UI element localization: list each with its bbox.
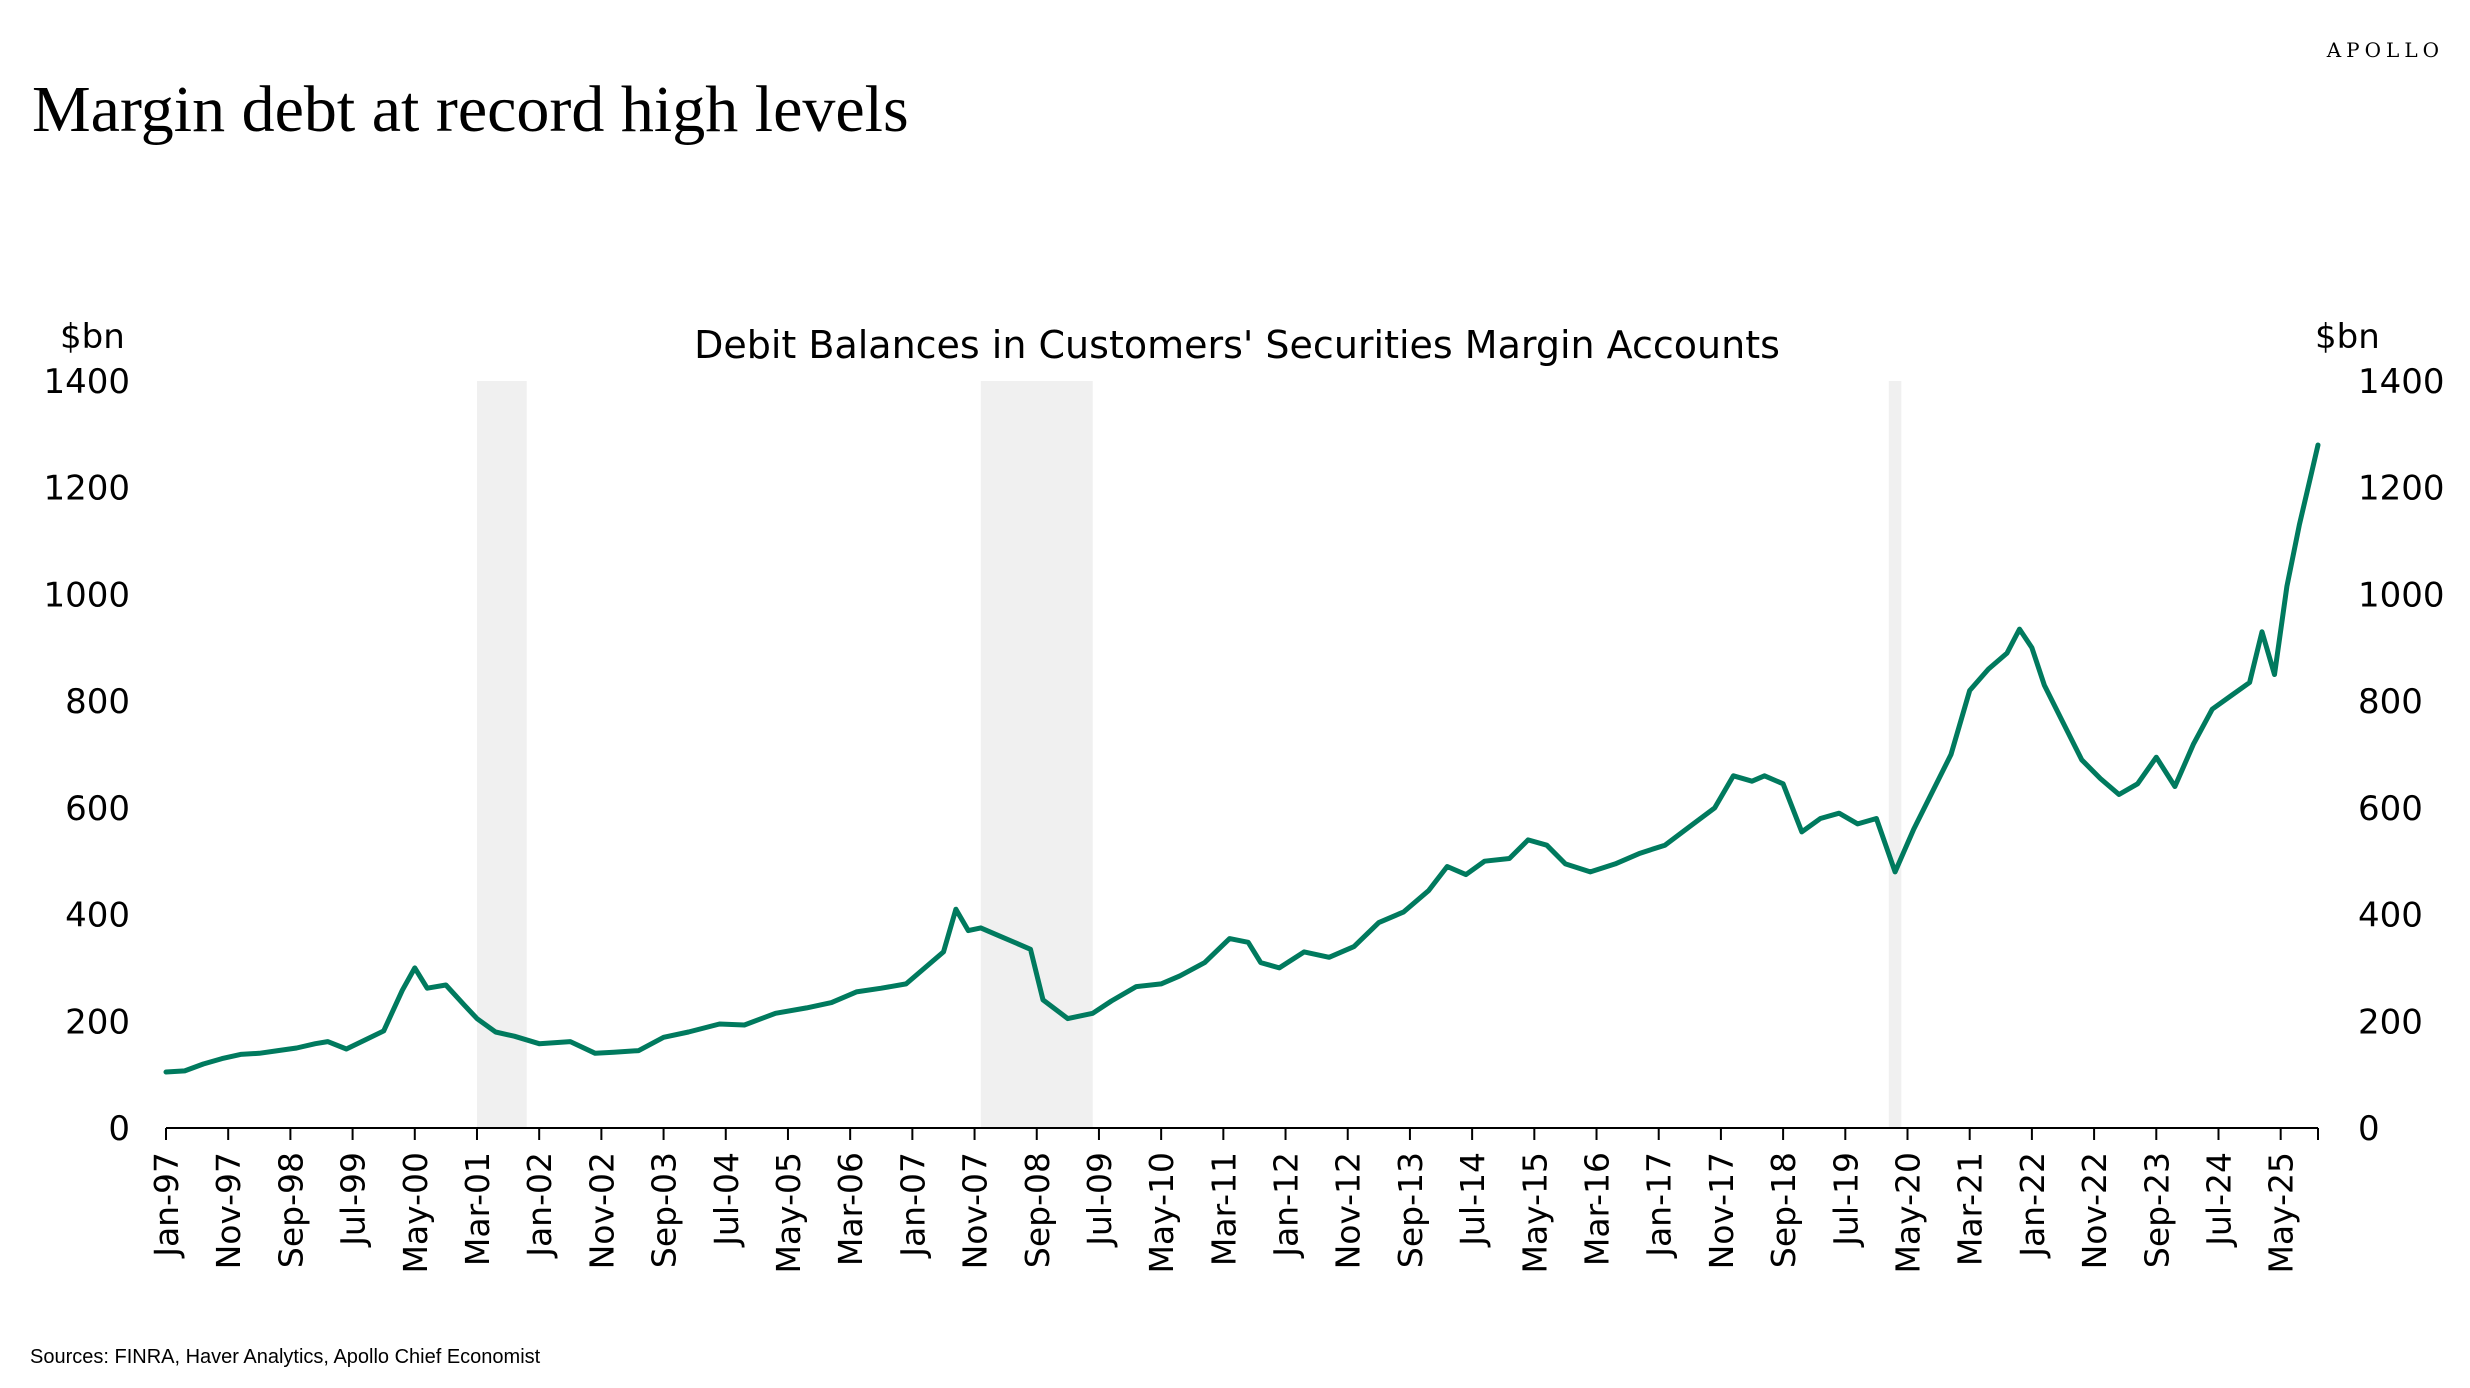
y-tick-label-left: 400 xyxy=(65,896,130,936)
y-tick-label-right: 600 xyxy=(2358,789,2423,829)
x-tick-label: Jul-14 xyxy=(1453,1152,1492,1248)
x-tick-label: Mar-21 xyxy=(1951,1152,1990,1266)
x-tick-label: May-10 xyxy=(1142,1152,1181,1274)
y-tick-label-right: 400 xyxy=(2358,896,2423,936)
x-tick-label: May-05 xyxy=(769,1152,808,1274)
x-tick-label: Jan-07 xyxy=(893,1152,932,1259)
y-tick-label-right: 800 xyxy=(2358,682,2423,722)
y-tick-label-right: 0 xyxy=(2358,1109,2380,1149)
y-tick-label-left: 600 xyxy=(65,789,130,829)
x-tick-label: May-00 xyxy=(396,1152,435,1274)
x-tick-label: Nov-17 xyxy=(1702,1152,1741,1269)
x-tick-label: Sep-23 xyxy=(2137,1152,2176,1268)
x-tick-label: Nov-12 xyxy=(1329,1152,1368,1269)
x-tick-label: May-20 xyxy=(1889,1152,1928,1274)
y-axis-label-left: $bn xyxy=(60,317,125,357)
x-tick-label: Mar-16 xyxy=(1578,1152,1617,1266)
x-tick-label: Nov-02 xyxy=(582,1152,621,1269)
brand-logo: APOLLO xyxy=(2326,38,2444,62)
y-tick-label-right: 1400 xyxy=(2358,362,2445,402)
y-tick-label-right: 200 xyxy=(2358,1002,2423,1042)
x-tick-label: May-15 xyxy=(1515,1152,1554,1274)
x-tick-label: Mar-01 xyxy=(458,1152,497,1266)
x-tick-label: Jan-02 xyxy=(520,1152,559,1259)
x-tick-label: Jan-12 xyxy=(1267,1152,1306,1259)
y-tick-label-left: 0 xyxy=(108,1109,130,1149)
x-tick-label: Jul-09 xyxy=(1080,1152,1119,1248)
y-tick-label-left: 200 xyxy=(65,1002,130,1042)
y-axis-label-right: $bn xyxy=(2315,317,2380,357)
series-line-1 xyxy=(163,442,2321,1075)
page-title: Margin debt at record high levels xyxy=(32,73,909,146)
x-tick-label: Mar-06 xyxy=(831,1152,870,1266)
source-note: Sources: FINRA, Haver Analytics, Apollo … xyxy=(30,1346,541,1368)
y-tick-label-left: 1400 xyxy=(43,362,130,402)
x-tick-label: Nov-97 xyxy=(209,1152,248,1269)
x-tick-label: Sep-03 xyxy=(645,1152,684,1268)
x-tick-label: Sep-18 xyxy=(1764,1152,1803,1268)
recession-shade-2 xyxy=(980,381,1093,1128)
x-tick-label: Nov-07 xyxy=(956,1152,995,1269)
recession-shade-3 xyxy=(1888,381,1902,1128)
x-tick-label: Jan-17 xyxy=(1640,1152,1679,1259)
y-tick-label-right: 1200 xyxy=(2358,469,2445,509)
y-tick-label-left: 800 xyxy=(65,682,130,722)
chart-title: Debit Balances in Customers' Securities … xyxy=(694,323,1780,367)
x-tick-label: Sep-98 xyxy=(271,1152,310,1268)
x-tick-label: Nov-22 xyxy=(2075,1152,2114,1269)
x-tick-label: Jul-04 xyxy=(707,1152,746,1248)
y-tick-label-left: 1200 xyxy=(43,469,130,509)
y-tick-label-right: 1000 xyxy=(2358,575,2445,615)
x-tick-label: Jul-24 xyxy=(2199,1152,2238,1248)
x-tick-label: May-25 xyxy=(2262,1152,2301,1274)
x-tick-label: Sep-13 xyxy=(1391,1152,1430,1268)
recession-shade-1 xyxy=(476,381,527,1128)
x-tick-label: Jan-97 xyxy=(147,1152,186,1259)
x-tick-label: Jan-22 xyxy=(2013,1152,2052,1259)
x-tick-label: Jul-99 xyxy=(334,1152,373,1248)
y-tick-label-left: 1000 xyxy=(43,575,130,615)
x-tick-label: Mar-11 xyxy=(1204,1152,1243,1266)
x-tick-label: Jul-19 xyxy=(1826,1152,1865,1248)
x-tick-label: Sep-08 xyxy=(1018,1152,1057,1268)
